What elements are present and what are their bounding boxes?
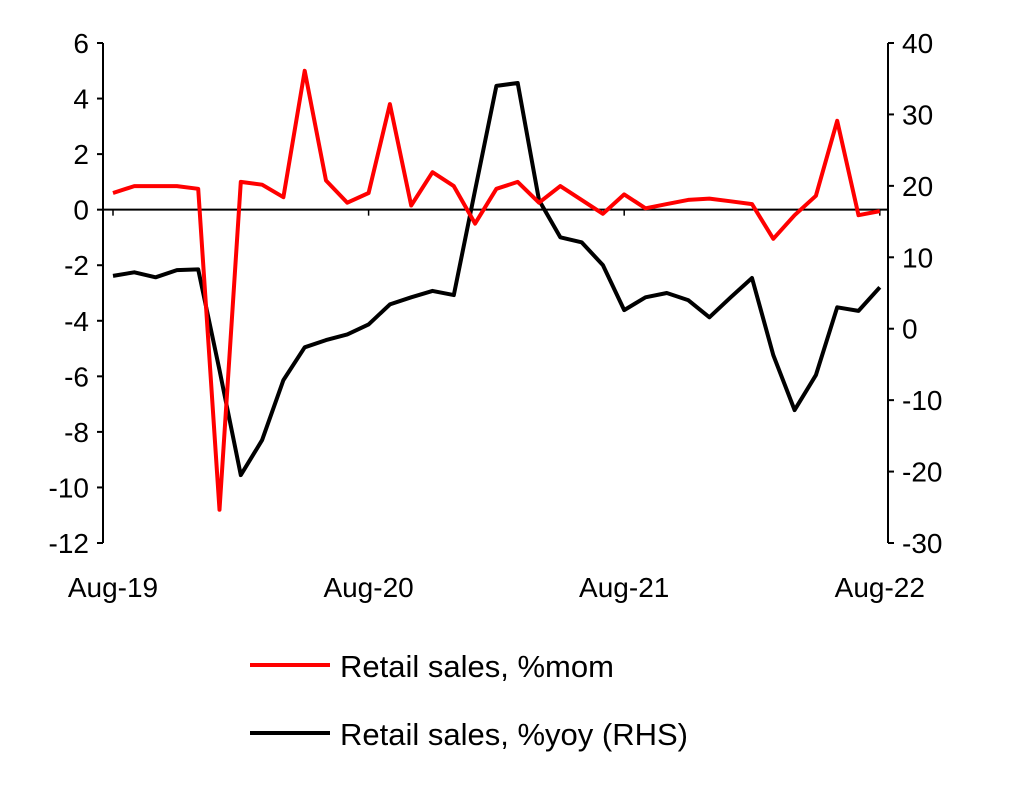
left-tick-label: 0 bbox=[73, 195, 89, 226]
legend-label-yoy: Retail sales, %yoy (RHS) bbox=[340, 717, 688, 752]
left-tick-label: 4 bbox=[73, 84, 89, 115]
x-tick-label: Aug-21 bbox=[579, 572, 669, 603]
left-tick-label: -10 bbox=[49, 472, 89, 503]
axes: 6420-2-4-6-8-10-12403020100-10-20-30Aug-… bbox=[49, 28, 943, 603]
series-line-yoy bbox=[113, 83, 880, 475]
right-tick-label: -20 bbox=[902, 457, 942, 488]
x-tick-label: Aug-22 bbox=[835, 572, 925, 603]
left-tick-label: 6 bbox=[73, 28, 89, 59]
left-tick-label: -12 bbox=[49, 528, 89, 559]
series-line-mom bbox=[113, 71, 880, 510]
legend-label-mom: Retail sales, %mom bbox=[340, 649, 614, 684]
right-tick-label: 20 bbox=[902, 171, 933, 202]
left-tick-label: -8 bbox=[64, 417, 89, 448]
x-tick-label: Aug-19 bbox=[68, 572, 158, 603]
left-tick-label: 2 bbox=[73, 139, 89, 170]
left-tick-label: -2 bbox=[64, 250, 89, 281]
x-tick-label: Aug-20 bbox=[323, 572, 413, 603]
right-tick-label: -10 bbox=[902, 385, 942, 416]
right-tick-label: 10 bbox=[902, 242, 933, 273]
right-tick-label: 0 bbox=[902, 314, 918, 345]
right-tick-label: -30 bbox=[902, 528, 942, 559]
right-tick-label: 30 bbox=[902, 99, 933, 130]
left-tick-label: -6 bbox=[64, 361, 89, 392]
series-lines bbox=[113, 71, 880, 510]
right-tick-label: 40 bbox=[902, 28, 933, 59]
left-tick-label: -4 bbox=[64, 306, 89, 337]
legend: Retail sales, %mom Retail sales, %yoy (R… bbox=[250, 649, 688, 752]
